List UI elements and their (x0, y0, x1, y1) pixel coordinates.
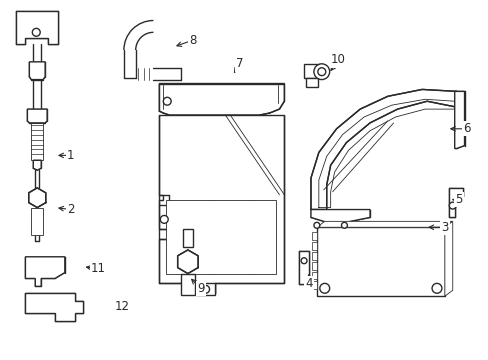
Polygon shape (177, 250, 198, 274)
Bar (183, 229, 192, 247)
Bar (304, 64, 319, 78)
Polygon shape (159, 84, 284, 115)
Circle shape (201, 285, 209, 293)
Bar (31, 208, 43, 235)
Polygon shape (299, 251, 308, 284)
Circle shape (319, 283, 329, 293)
Polygon shape (310, 210, 369, 229)
Circle shape (301, 258, 306, 264)
Bar (166, 200, 276, 274)
Polygon shape (33, 160, 41, 170)
Polygon shape (454, 91, 464, 148)
Text: 12: 12 (114, 300, 129, 312)
Polygon shape (29, 62, 45, 80)
Bar (311, 252, 316, 260)
Text: 4: 4 (305, 277, 312, 290)
Bar (31, 123, 43, 160)
Bar (311, 262, 316, 270)
Circle shape (163, 97, 171, 105)
Polygon shape (29, 188, 46, 208)
Polygon shape (16, 11, 58, 44)
Circle shape (431, 283, 441, 293)
Circle shape (160, 215, 168, 223)
Polygon shape (27, 109, 47, 123)
Polygon shape (448, 188, 462, 217)
Text: 1: 1 (67, 149, 74, 162)
Text: 6: 6 (462, 122, 469, 135)
Text: 5: 5 (454, 193, 461, 206)
Circle shape (448, 202, 455, 209)
Text: 3: 3 (440, 221, 447, 234)
Polygon shape (444, 221, 452, 296)
Bar (311, 232, 316, 240)
Circle shape (313, 64, 329, 80)
Polygon shape (310, 89, 464, 210)
Polygon shape (25, 257, 65, 286)
Circle shape (341, 222, 346, 228)
Bar (195, 283, 215, 295)
Bar (311, 271, 316, 279)
Polygon shape (159, 115, 284, 293)
Bar (181, 274, 194, 295)
Polygon shape (25, 293, 82, 321)
Bar (311, 282, 316, 289)
Text: 7: 7 (236, 57, 244, 70)
Text: 11: 11 (91, 262, 105, 275)
Text: 8: 8 (189, 34, 196, 47)
Circle shape (313, 222, 319, 228)
Circle shape (317, 68, 325, 76)
Circle shape (32, 28, 40, 36)
Text: 9: 9 (197, 282, 204, 295)
Polygon shape (316, 221, 452, 227)
Text: 10: 10 (330, 53, 345, 66)
Bar (311, 242, 316, 250)
Bar (305, 78, 317, 87)
Bar (316, 227, 444, 296)
Text: 2: 2 (67, 203, 74, 216)
